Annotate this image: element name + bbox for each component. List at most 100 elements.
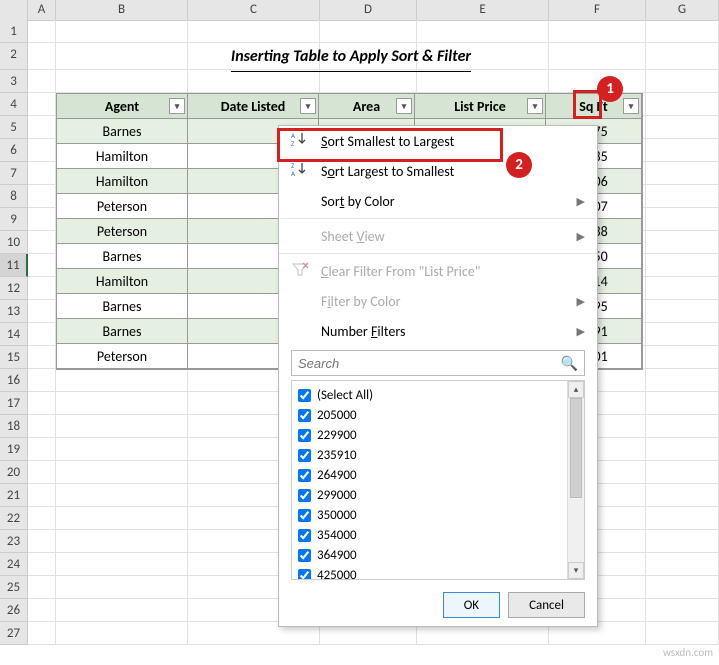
filter-btn-area[interactable]: ▾: [396, 98, 412, 114]
filter-checkbox[interactable]: [298, 569, 311, 580]
filter-value-item[interactable]: 350000: [298, 505, 561, 525]
filter-checkbox[interactable]: [298, 429, 311, 442]
filter-value-item[interactable]: 425000: [298, 565, 561, 579]
filter-checkbox[interactable]: [298, 449, 311, 462]
col-header-A[interactable]: A: [28, 0, 56, 20]
filter-value-item[interactable]: 235910: [298, 445, 561, 465]
row-header-7[interactable]: 7: [0, 162, 28, 185]
cell-agent: Peterson: [57, 194, 188, 219]
filter-checkbox[interactable]: [298, 529, 311, 542]
row-header-16[interactable]: 16: [0, 369, 28, 392]
filter-btn-date[interactable]: ▾: [300, 98, 316, 114]
row-header-24[interactable]: 24: [0, 553, 28, 576]
scroll-down-btn[interactable]: ▾: [568, 562, 584, 579]
row-header-1[interactable]: 1: [0, 20, 28, 43]
filter-value-label: 264900: [317, 468, 357, 483]
filter-value-item[interactable]: (Select All): [298, 385, 561, 405]
cell-agent: Barnes: [57, 294, 188, 319]
row-header-14[interactable]: 14: [0, 323, 28, 346]
filter-value-item[interactable]: 264900: [298, 465, 561, 485]
col-header-F[interactable]: F: [549, 0, 646, 20]
menu-sort-color-label: Sort by Color: [321, 193, 567, 210]
filter-value-item[interactable]: 229900: [298, 425, 561, 445]
filter-value-item[interactable]: 299000: [298, 485, 561, 505]
menu-sheet-view-label: Sheet View: [321, 228, 567, 245]
row-header-20[interactable]: 20: [0, 461, 28, 484]
row-header-21[interactable]: 21: [0, 484, 28, 507]
row-header-4[interactable]: 4: [0, 93, 28, 116]
menu-number-filters[interactable]: Number Filters ▶: [279, 316, 597, 346]
scroll-thumb[interactable]: [570, 398, 582, 498]
callout-1: 1: [597, 76, 623, 102]
filter-checkbox[interactable]: [298, 409, 311, 422]
col-header-B[interactable]: B: [56, 0, 188, 20]
row-header-11[interactable]: 11: [0, 254, 28, 277]
filter-btn-sqft[interactable]: ▾: [623, 98, 639, 114]
scroll-up-btn[interactable]: ▴: [568, 381, 584, 398]
row-header-9[interactable]: 9: [0, 208, 28, 231]
filter-value-item[interactable]: 205000: [298, 405, 561, 425]
cell-agent: Peterson: [57, 344, 188, 369]
select-all-corner[interactable]: [0, 0, 28, 20]
row-header-23[interactable]: 23: [0, 530, 28, 553]
filter-checkbox[interactable]: [298, 389, 311, 402]
row-header-6[interactable]: 6: [0, 139, 28, 162]
watermark: wsxdn.com: [663, 646, 713, 659]
row-header-12[interactable]: 12: [0, 277, 28, 300]
ok-button[interactable]: OK: [443, 592, 500, 618]
row-header-3[interactable]: 3: [0, 70, 28, 93]
th-sqft: Sq Ft▾: [546, 94, 642, 119]
filter-search-input[interactable]: [298, 356, 561, 371]
menu-sort-desc[interactable]: ZA Sort Largest to Smallest: [279, 156, 597, 186]
filter-btn-agent[interactable]: ▾: [169, 98, 185, 114]
row-header-26[interactable]: 26: [0, 599, 28, 622]
menu-sort-asc[interactable]: AZ Sort Smallest to Largest: [279, 126, 597, 156]
cell-agent: Barnes: [57, 119, 188, 144]
col-header-E[interactable]: E: [417, 0, 549, 20]
col-header-G[interactable]: G: [646, 0, 719, 20]
row-header-19[interactable]: 19: [0, 438, 28, 461]
page-title: Inserting Table to Apply Sort & Filter: [56, 43, 646, 70]
row-header-5[interactable]: 5: [0, 116, 28, 139]
chevron-right-icon: ▶: [577, 325, 585, 338]
menu-filter-color-label: Filter by Color: [321, 293, 567, 310]
filter-btn-price[interactable]: ▾: [527, 98, 543, 114]
menu-number-filters-label: Number Filters: [321, 323, 567, 340]
dialog-buttons: OK Cancel: [279, 586, 597, 618]
cell-agent: Hamilton: [57, 169, 188, 194]
scrollbar[interactable]: ▴ ▾: [567, 381, 584, 579]
filter-checkbox[interactable]: [298, 549, 311, 562]
row-header-17[interactable]: 17: [0, 392, 28, 415]
table-header-row: Agent▾ Date Listed▾ Area▾ List Price▾ Sq…: [57, 94, 642, 119]
filter-value-label: (Select All): [317, 388, 373, 403]
row-header-13[interactable]: 13: [0, 300, 28, 323]
filter-checkbox[interactable]: [298, 469, 311, 482]
row-header-15[interactable]: 15: [0, 346, 28, 369]
row-header-10[interactable]: 10: [0, 231, 28, 254]
filter-value-item[interactable]: 364900: [298, 545, 561, 565]
row-header-27[interactable]: 27: [0, 622, 28, 645]
th-agent: Agent▾: [57, 94, 188, 119]
row-header-22[interactable]: 22: [0, 507, 28, 530]
filter-value-label: 299000: [317, 488, 357, 503]
col-header-D[interactable]: D: [320, 0, 417, 20]
menu-sort-desc-label: Sort Largest to Smallest: [321, 163, 585, 180]
cell-agent: Peterson: [57, 219, 188, 244]
filter-value-item[interactable]: 354000: [298, 525, 561, 545]
filter-value-label: 205000: [317, 408, 357, 423]
th-date: Date Listed▾: [188, 94, 319, 119]
row-header-2[interactable]: 2: [0, 43, 28, 70]
cancel-button[interactable]: Cancel: [508, 592, 585, 618]
menu-sort-color[interactable]: Sort by Color ▶: [279, 186, 597, 216]
filter-value-label: 425000: [317, 568, 357, 580]
filter-checkbox[interactable]: [298, 509, 311, 522]
filter-checkbox[interactable]: [298, 489, 311, 502]
cell-agent: Barnes: [57, 244, 188, 269]
row-header-18[interactable]: 18: [0, 415, 28, 438]
filter-search[interactable]: 🔍: [291, 350, 585, 376]
menu-filter-color: Filter by Color ▶: [279, 286, 597, 316]
filter-value-label: 229900: [317, 428, 357, 443]
row-header-25[interactable]: 25: [0, 576, 28, 599]
row-header-8[interactable]: 8: [0, 185, 28, 208]
col-header-C[interactable]: C: [188, 0, 320, 20]
